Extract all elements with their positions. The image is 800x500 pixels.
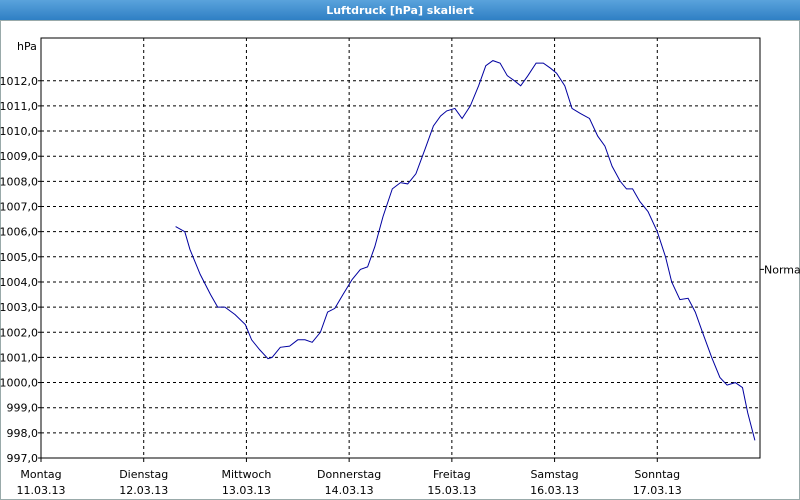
x-tick-label: Sonntag — [634, 468, 680, 481]
x-tick-label: Samstag — [530, 468, 578, 481]
x-tick-date: 16.03.13 — [530, 484, 579, 497]
chart-title: Luftdruck [hPa] skaliert — [326, 4, 474, 17]
x-tick-date: 12.03.13 — [119, 484, 168, 497]
y-tick-label: 1011,0 — [0, 100, 38, 113]
y-tick-label: 1000,0 — [0, 377, 38, 390]
x-tick-label: Dienstag — [119, 468, 168, 481]
y-tick-label: 999,0 — [7, 402, 39, 415]
y-tick-label: 1012,0 — [0, 75, 38, 88]
x-tick-date: 17.03.13 — [633, 484, 682, 497]
y-tick-label: 1010,0 — [0, 125, 38, 138]
y-tick-label: 1005,0 — [0, 251, 38, 264]
y-tick-label: 1006,0 — [0, 226, 38, 239]
x-tick-label: Mittwoch — [221, 468, 271, 481]
annotation: Normal — [764, 263, 800, 276]
y-unit: hPa — [17, 40, 37, 53]
y-tick-label: 997,0 — [7, 452, 39, 465]
title-bar — [0, 0, 800, 20]
y-tick-label: 1002,0 — [0, 326, 38, 339]
x-tick-label: Donnerstag — [317, 468, 381, 481]
y-tick-label: 1007,0 — [0, 201, 38, 214]
x-tick-label: Freitag — [433, 468, 471, 481]
x-tick-label: Montag — [20, 468, 61, 481]
x-tick-date: 11.03.13 — [17, 484, 66, 497]
x-tick-date: 14.03.13 — [325, 484, 374, 497]
x-tick-date: 13.03.13 — [222, 484, 271, 497]
y-tick-label: 1001,0 — [0, 351, 38, 364]
y-tick-label: 1008,0 — [0, 175, 38, 188]
x-tick-date: 15.03.13 — [427, 484, 476, 497]
y-tick-label: 1003,0 — [0, 301, 38, 314]
y-tick-label: 998,0 — [7, 427, 39, 440]
y-tick-label: 1009,0 — [0, 150, 38, 163]
line — [175, 60, 756, 441]
y-tick-label: 1004,0 — [0, 276, 38, 289]
plot-area — [40, 37, 761, 459]
